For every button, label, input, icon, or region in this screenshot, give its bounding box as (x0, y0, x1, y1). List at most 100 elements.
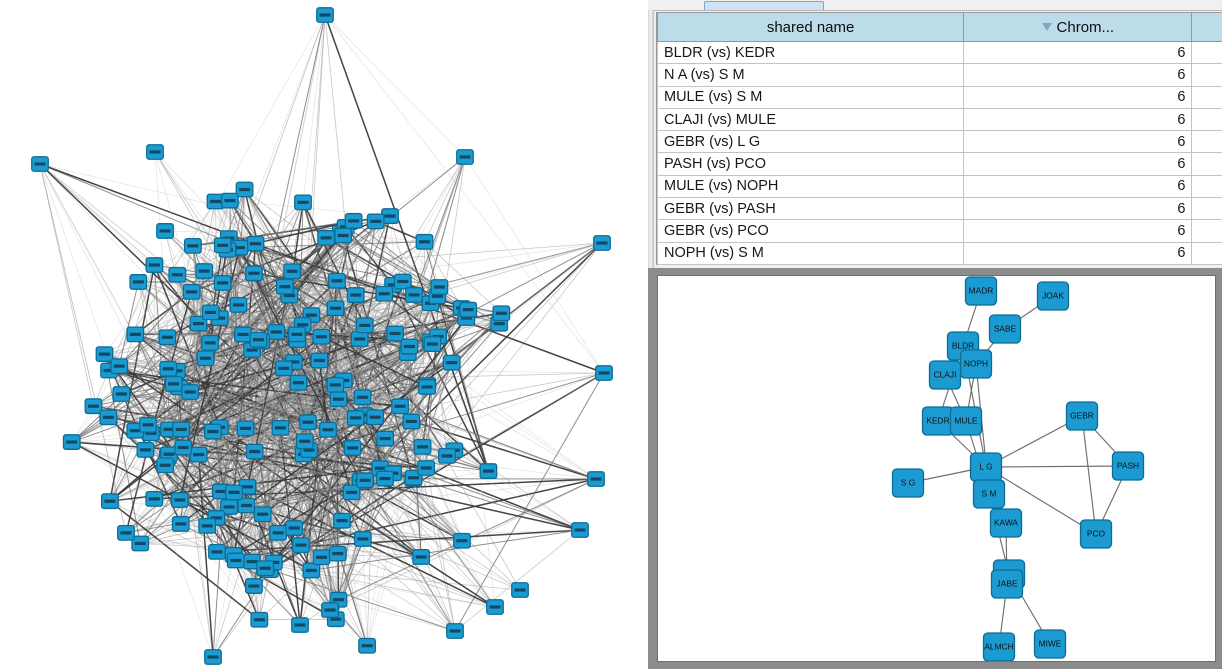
subnetwork-node-kawa[interactable] (989, 508, 1023, 538)
network-edge (244, 189, 293, 272)
triangle-down-icon (1041, 22, 1052, 31)
subnetwork-node-madr[interactable] (964, 276, 998, 306)
network-edge (424, 241, 463, 309)
node-label (598, 371, 610, 375)
node-label (313, 358, 325, 363)
node-label (175, 522, 187, 526)
cell-chromosome: 6 (963, 130, 1193, 154)
subnetwork-node-kedr[interactable] (921, 406, 955, 436)
cell-chromosome: 6 (963, 107, 1193, 132)
node-label (418, 240, 430, 244)
table-row[interactable]: CLAJI (vs) MULE625000000350000005.9 (656, 107, 1222, 132)
table-vertical-scrollbar[interactable] (648, 10, 654, 268)
node-label (241, 485, 253, 489)
network-edge (242, 334, 343, 521)
network-edge (145, 202, 304, 451)
node-label (387, 283, 399, 287)
node-label (329, 383, 341, 387)
cell-chromosome: 6 (963, 241, 1193, 265)
table-row[interactable]: GEBR (vs) PASH636000000420000008.9 (656, 197, 1222, 221)
table-row[interactable]: MULE (vs) NOPH6350000004200000010.5 (656, 174, 1222, 199)
subnetwork-node-noph[interactable] (959, 349, 993, 379)
subnetwork-node-pash[interactable] (1111, 451, 1145, 481)
node-label (288, 526, 300, 530)
full-network-nodes[interactable] (31, 7, 613, 665)
node-label (305, 568, 317, 573)
network-edge (39, 163, 344, 236)
node-label (240, 503, 252, 508)
edge-table[interactable]: shared name Chrom... Start po... End poi… (656, 13, 1222, 265)
node-label (139, 448, 151, 452)
network-edge (293, 429, 329, 529)
subnetwork-node-pco[interactable] (1079, 519, 1113, 549)
network-edge (168, 453, 422, 558)
network-edge (108, 286, 440, 418)
edge-table-scroll-area[interactable]: shared name Chrom... Start po... End poi… (656, 12, 1222, 265)
node-label (446, 361, 458, 365)
column-header-start-point[interactable]: Start po... (1191, 13, 1222, 42)
subnetwork-node-almch[interactable] (982, 632, 1016, 661)
node-label (259, 566, 271, 570)
network-edge (253, 273, 343, 521)
node-label (198, 269, 210, 273)
node-label (66, 440, 78, 444)
table-row[interactable]: NOPH (vs) S M636000000420000009.9 (656, 241, 1222, 265)
table-row[interactable]: GEBR (vs) L G6300000004300000016.9 (656, 130, 1222, 154)
node-label (456, 539, 468, 543)
column-header-chromosome[interactable]: Chrom... (963, 13, 1193, 42)
subnetwork-node-s-m[interactable] (972, 479, 1006, 509)
node-label (316, 555, 328, 559)
network-edge (228, 506, 275, 563)
table-row[interactable]: BLDR (vs) KEDR61170000000192.0 (656, 40, 1222, 65)
subnetwork-node-l-g[interactable] (969, 452, 1003, 482)
network-edge (125, 273, 255, 534)
subnetwork-node-miwe[interactable] (1033, 629, 1067, 659)
table-row[interactable]: N A (vs) S M610000000140000006.6 (656, 63, 1222, 87)
table-row[interactable]: GEBR (vs) PCO636000000420000008.4 (656, 219, 1222, 243)
table-tab-active[interactable] (704, 1, 824, 10)
network-edge (71, 441, 312, 572)
network-edge (228, 238, 302, 546)
table-tab-strip[interactable] (652, 0, 1222, 11)
node-label (161, 335, 173, 339)
node-label (332, 397, 344, 401)
column-header-shared-name[interactable]: shared name (656, 13, 965, 42)
node-label (379, 436, 391, 441)
subnetwork-node-mule[interactable] (949, 406, 983, 436)
network-edge (366, 417, 376, 646)
table-row[interactable]: PASH (vs) PCO6340000004200000011.4 (656, 152, 1222, 176)
network-edge (242, 334, 366, 481)
network-edge (39, 163, 94, 407)
column-header-label: shared name (766, 18, 855, 36)
subnetwork-panel[interactable]: JOAK MADR SABE BLDR NOPH CLAJI KEDR GEBR MULE L G… (648, 268, 1222, 669)
subnetwork-node-claji[interactable] (928, 360, 962, 390)
network-edge (167, 309, 469, 338)
subnetwork-node-joak[interactable] (1036, 281, 1070, 311)
subnetwork-node-jabe[interactable] (990, 569, 1024, 599)
full-network-panel[interactable] (0, 0, 648, 669)
network-edge (337, 478, 414, 554)
network-edge (985, 465, 1129, 468)
node-label (421, 385, 433, 389)
node-label (233, 246, 245, 250)
subnetwork-node-sabe[interactable] (988, 314, 1022, 344)
edge-table-panel[interactable]: shared name Chrom... Start po... End poi… (648, 0, 1222, 268)
node-label (299, 439, 311, 443)
network-edge (39, 163, 214, 658)
full-network-canvas[interactable] (0, 0, 648, 669)
network-edge (260, 341, 271, 571)
subnetwork-canvas-frame[interactable]: JOAK MADR SABE BLDR NOPH CLAJI KEDR GEBR MULE L G… (657, 275, 1216, 662)
node-label (246, 559, 258, 564)
node-label (370, 219, 382, 223)
node-label (408, 293, 420, 297)
table-row[interactable]: MULE (vs) S M614000000200000007.5 (656, 85, 1222, 109)
network-edge (389, 215, 440, 288)
network-edge (169, 429, 597, 480)
subnetwork-node-gebr[interactable] (1065, 401, 1099, 431)
edge-table-body[interactable]: BLDR (vs) KEDR61170000000192.0N A (vs) S… (656, 40, 1222, 265)
cell-start-point: 35000000 (1191, 174, 1222, 199)
network-edge (198, 384, 336, 455)
subnetwork-node-s-g[interactable] (891, 468, 925, 498)
